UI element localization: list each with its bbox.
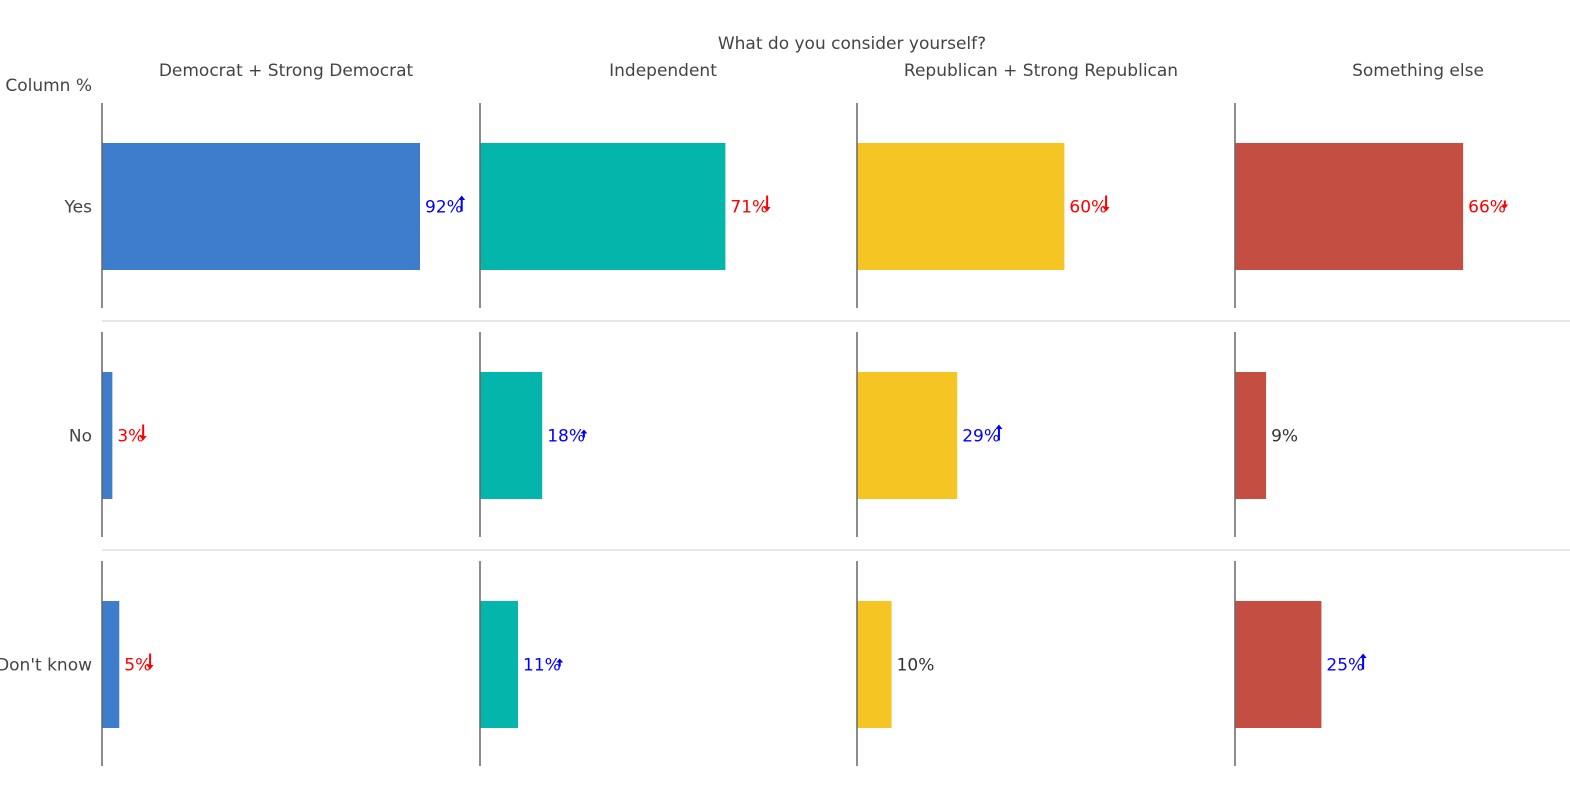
- bar: [480, 372, 543, 499]
- significance-arrow-down-head-icon: [139, 436, 147, 441]
- data-label: 92%: [425, 198, 463, 218]
- column-label: Something else: [1352, 61, 1484, 81]
- column-label: Republican + Strong Republican: [904, 61, 1178, 81]
- data-label: 9%: [1271, 427, 1298, 447]
- row-label: No: [69, 427, 92, 447]
- data-label: 25%: [1326, 656, 1364, 676]
- panel: 60% 29% 10%: [856, 103, 1110, 766]
- panel: 92% 3% 5%: [101, 103, 466, 766]
- bar: [102, 601, 120, 728]
- bar: [1235, 601, 1322, 728]
- significance-arrow-down-head-icon: [763, 207, 771, 212]
- bar: [1235, 372, 1267, 499]
- stub-label: Column %: [5, 76, 92, 96]
- column-label: Democrat + Strong Democrat: [159, 61, 414, 81]
- panel: 71% 18% 11%: [479, 103, 771, 766]
- data-label: 10%: [897, 656, 935, 676]
- bar: [857, 372, 958, 499]
- significance-arrow-up-head-icon: [556, 658, 564, 663]
- bar: [480, 601, 519, 728]
- significance-arrow-up-head-icon: [1359, 653, 1367, 658]
- data-label: 18%: [547, 427, 585, 447]
- bar: [480, 143, 726, 270]
- data-label: 5%: [124, 656, 151, 676]
- row-label: Don't know: [0, 656, 92, 676]
- data-label: 60%: [1069, 198, 1107, 218]
- bar: [102, 143, 420, 270]
- significance-arrow-down-head-icon: [146, 665, 154, 670]
- data-label: 71%: [730, 198, 768, 218]
- column-label: Independent: [609, 61, 717, 81]
- significance-arrow-up-head-icon: [580, 429, 588, 434]
- data-label: 11%: [523, 656, 561, 676]
- bar: [1235, 143, 1464, 270]
- bar: [102, 372, 113, 499]
- panel: 66% 9% 25%: [1234, 103, 1509, 766]
- data-label: 66%: [1468, 198, 1506, 218]
- significance-arrow-up-head-icon: [995, 424, 1003, 429]
- bar: [857, 143, 1065, 270]
- significance-arrow-down-head-icon: [1102, 207, 1110, 212]
- data-label: 29%: [962, 427, 1000, 447]
- significance-arrow-down-head-icon: [1501, 204, 1509, 209]
- data-label: 3%: [117, 427, 144, 447]
- chart-title: What do you consider yourself?: [718, 34, 986, 54]
- bar: [857, 601, 892, 728]
- significance-arrow-up-head-icon: [458, 195, 466, 200]
- row-label: Yes: [64, 198, 93, 218]
